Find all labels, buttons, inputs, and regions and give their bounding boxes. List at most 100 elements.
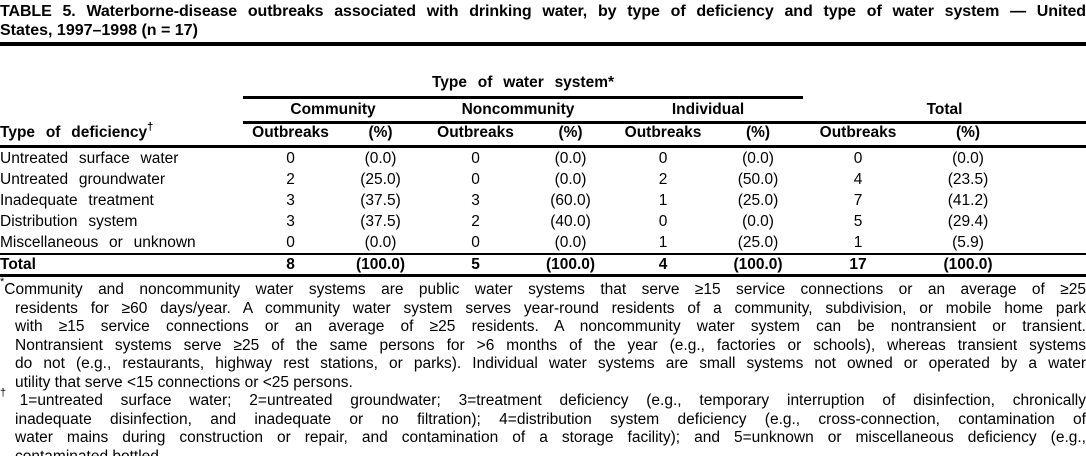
cell-noncommunity-outbreaks: 0 [471, 170, 480, 188]
row-label: Untreated surface water [0, 149, 179, 167]
cell-community-pct: (37.5) [360, 212, 401, 230]
footnote-dagger-line-4: contaminated bottled [15, 447, 159, 456]
cell-total-pct: (100.0) [913, 253, 1023, 277]
cell-noncommunity-outbreaks: 3 [471, 191, 480, 209]
group-header-row: Community Noncommunity Individual Total [0, 97, 1086, 124]
span-header-row: Type of water system* [0, 49, 1086, 99]
footnote-star-line-3: with ≥15 service connections or an avera… [15, 318, 1086, 335]
table-row: Inadequate treatment 3 (37.5) 3 (60.0) 1… [0, 190, 1086, 211]
cell-individual-outbreaks: 1 [658, 191, 668, 209]
footnote-dagger-line-3: water mains during construction or repai… [15, 429, 1086, 446]
cell-total-outbreaks: 4 [853, 170, 863, 188]
group-header-individual: Individual [613, 97, 803, 124]
cell-total-pct: (29.4) [947, 212, 989, 230]
cell-noncommunity-pct: (0.0) [554, 170, 587, 188]
group-header-community: Community [243, 97, 423, 124]
group-header-total: Total [803, 97, 1086, 124]
cell-noncommunity-outbreaks: 0 [471, 149, 480, 167]
footnote-star-line-4: Nontransient systems serve ≥25 of the sa… [15, 336, 1086, 354]
cell-community-pct: (0.0) [364, 233, 397, 251]
cell-total-pct: (41.2) [947, 191, 989, 209]
footnote-dagger-line-1: †1=untreated surface water; 2=untreated … [0, 387, 1086, 411]
spacer-cell [0, 49, 243, 98]
cell-total-pct: (23.5) [947, 170, 989, 188]
cell-noncommunity-outbreaks: 5 [423, 253, 528, 277]
cell-individual-pct: (0.0) [742, 212, 774, 230]
cell-individual-outbreaks: 0 [658, 149, 668, 167]
footnotes: *Community and noncommunity water system… [0, 276, 1086, 456]
footnote-text: Community and noncommunity water systems… [4, 281, 1086, 298]
column-header-outbreaks-total: Outbreaks [803, 122, 913, 148]
outbreaks-table: Type of water system* Community Noncommu… [0, 49, 1086, 277]
cell-community-pct: (100.0) [338, 253, 423, 277]
cell-total-outbreaks: 5 [853, 212, 863, 230]
spacer-cell [1023, 169, 1086, 190]
spacer-cell [1023, 253, 1086, 277]
table-row: Untreated groundwater 2 (25.0) 0 (0.0) 2… [0, 169, 1086, 190]
footnote-star-line-1: *Community and noncommunity water system… [0, 276, 1086, 300]
table-title: TABLE 5. Waterborne-disease outbreaks as… [0, 0, 1086, 40]
dagger-marker: † [0, 386, 20, 399]
cell-noncommunity-pct: (0.0) [554, 149, 587, 167]
cell-community-outbreaks: 0 [286, 233, 295, 251]
row-label: Untreated groundwater [0, 170, 166, 188]
footnote-dagger-line-2: inadequate disinfection, and inadequate … [15, 410, 1086, 428]
cell-total-pct: (5.9) [952, 233, 984, 251]
row-label: Inadequate treatment [0, 191, 154, 209]
footnote-star-line-2: residents for ≥60 days/year. A community… [15, 299, 1086, 317]
cell-individual-outbreaks: 4 [613, 253, 713, 277]
spacer-cell [1023, 211, 1086, 232]
spacer-cell [1023, 147, 1086, 170]
span-header-type-of-water-system: Type of water system* [243, 49, 803, 99]
dagger-marker: † [147, 120, 154, 133]
column-header-outbreaks-individual: Outbreaks [613, 122, 713, 148]
row-label: Distribution system [0, 212, 138, 230]
cell-community-outbreaks: 2 [286, 170, 295, 188]
cell-community-pct: (25.0) [360, 170, 401, 188]
column-header-outbreaks-community: Outbreaks [243, 122, 338, 148]
table-title-line2: States, 1997–1998 (n = 17) [0, 22, 198, 39]
cell-community-outbreaks: 0 [286, 149, 295, 167]
cell-individual-pct: (25.0) [737, 233, 779, 251]
cell-community-outbreaks: 3 [286, 191, 295, 209]
cell-noncommunity-pct: (100.0) [528, 253, 613, 277]
cell-individual-pct: (0.0) [742, 149, 774, 167]
column-header-pct-total: (%) [913, 122, 1023, 148]
column-header-type-of-deficiency: Type of deficiency† [0, 120, 243, 148]
cell-total-outbreaks: 0 [853, 149, 863, 167]
table-title-line1: TABLE 5. Waterborne-disease outbreaks as… [0, 3, 1086, 20]
spacer-cell [803, 49, 1086, 98]
title-divider-rule [0, 42, 1086, 46]
total-row-label: Total [0, 253, 243, 277]
footnote-star-line-6: utility that serve <15 connections or <2… [15, 373, 353, 391]
cell-total-outbreaks: 7 [853, 191, 863, 209]
cell-total-pct: (0.0) [952, 149, 984, 167]
cell-individual-pct: (50.0) [737, 170, 779, 188]
table-row: Miscellaneous or unknown 0 (0.0) 0 (0.0)… [0, 232, 1086, 254]
deficiency-header-label: Type of deficiency [0, 124, 148, 141]
table-row: Untreated surface water 0 (0.0) 0 (0.0) … [0, 147, 1086, 170]
asterisk-marker: * [0, 275, 5, 288]
column-header-pct-noncommunity: (%) [528, 122, 613, 148]
cell-noncommunity-pct: (60.0) [550, 191, 591, 209]
cell-individual-pct: (100.0) [713, 253, 803, 277]
footnote-star-line-5: do not (e.g., restaurants, highway rest … [15, 355, 1086, 372]
cell-community-outbreaks: 8 [243, 253, 338, 277]
cell-noncommunity-outbreaks: 2 [471, 212, 480, 230]
spacer-cell [1023, 232, 1086, 254]
cell-individual-outbreaks: 0 [658, 212, 668, 230]
column-header-pct-community: (%) [338, 122, 423, 148]
cell-individual-pct: (25.0) [737, 191, 779, 209]
cell-total-outbreaks: 1 [853, 233, 863, 251]
cell-individual-outbreaks: 2 [658, 170, 668, 188]
row-label: Miscellaneous or unknown [0, 233, 196, 251]
column-header-outbreaks-noncommunity: Outbreaks [423, 122, 528, 148]
cell-community-pct: (0.0) [364, 149, 397, 167]
spacer-cell [1023, 190, 1086, 211]
cell-noncommunity-pct: (40.0) [550, 212, 591, 230]
cell-community-outbreaks: 3 [286, 212, 295, 230]
group-header-noncommunity: Noncommunity [423, 97, 613, 124]
spacer-cell [0, 98, 243, 123]
cell-individual-outbreaks: 1 [658, 233, 668, 251]
